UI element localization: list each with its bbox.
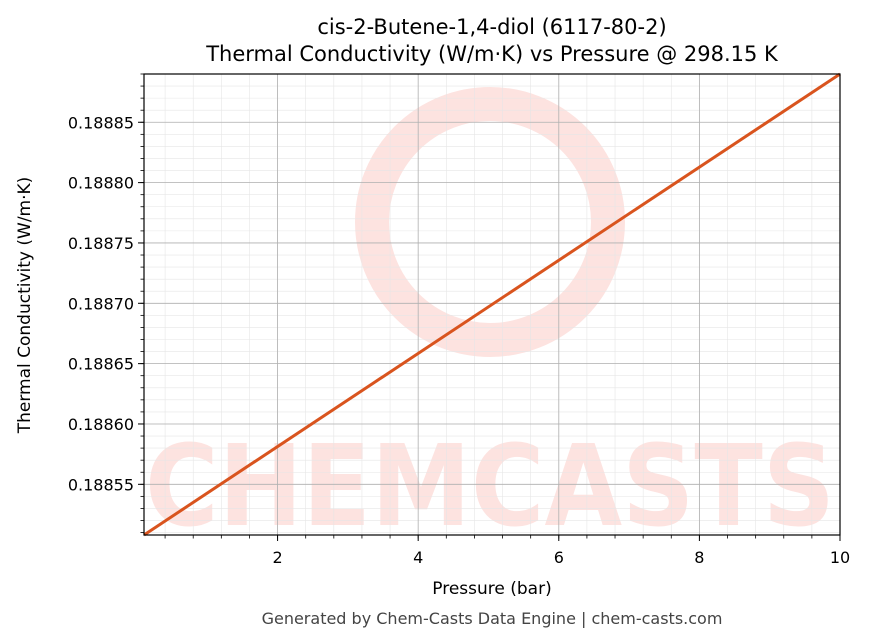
y-tick-label: 0.18860 [68,415,134,434]
footer-credit: Generated by Chem-Casts Data Engine | ch… [262,609,723,628]
x-tick-label: 4 [413,548,423,567]
x-tick-label: 10 [830,548,850,567]
y-tick-label: 0.18870 [68,294,134,313]
chart-subtitle: Thermal Conductivity (W/m·K) vs Pressure… [205,42,779,66]
x-axis-label: Pressure (bar) [432,579,551,599]
chart-title: cis-2-Butene-1,4-diol (6117-80-2) [317,15,666,39]
watermark: CHEMCASTS [145,87,835,552]
y-tick-label: 0.18885 [68,113,134,132]
y-tick-label: 0.18880 [68,174,134,193]
x-tick-label: 8 [694,548,704,567]
watermark-ring [355,87,625,357]
y-tick-label: 0.18855 [68,475,134,494]
series-line [143,72,841,537]
watermark-text: CHEMCASTS [145,422,835,552]
series-layer [143,72,841,537]
ticks-layer: 2 4 6 8 10 0.18855 0.18860 0.18865 0.18870 0.1887… [68,73,850,567]
y-tick-label: 0.18865 [68,355,134,374]
x-tick-label: 6 [554,548,564,567]
y-axis-label: Thermal Conductivity (W/m·K) [15,177,35,435]
y-tick-label: 0.18875 [68,234,134,253]
x-tick-label: 2 [272,548,282,567]
plot-frame [143,73,841,536]
